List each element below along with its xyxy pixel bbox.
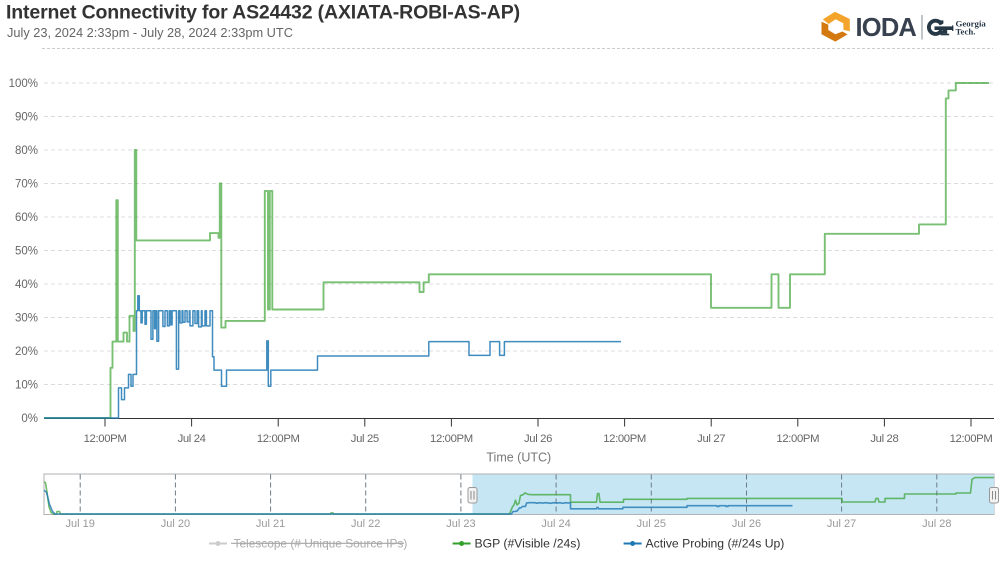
svg-text:Jul 25: Jul 25: [351, 433, 379, 445]
svg-text:20%: 20%: [15, 346, 38, 358]
svg-text:50%: 50%: [15, 246, 38, 258]
svg-text:Jul 24: Jul 24: [178, 433, 206, 445]
svg-text:12:00PM: 12:00PM: [950, 433, 993, 445]
svg-text:Jul 20: Jul 20: [161, 518, 190, 530]
svg-text:Jul 26: Jul 26: [524, 433, 552, 445]
svg-text:Jul 22: Jul 22: [351, 518, 380, 530]
svg-text:Tech.: Tech.: [956, 27, 976, 37]
svg-text:Jul 25: Jul 25: [637, 518, 666, 530]
svg-text:12:00PM: 12:00PM: [84, 433, 127, 445]
svg-text:100%: 100%: [9, 78, 38, 90]
svg-text:Active Probing (#/24s Up): Active Probing (#/24s Up): [646, 537, 785, 551]
svg-text:IODA: IODA: [856, 14, 917, 42]
svg-text:0%: 0%: [21, 413, 38, 425]
svg-text:Jul 21: Jul 21: [256, 518, 285, 530]
svg-text:30%: 30%: [15, 313, 38, 325]
svg-text:July 23, 2024 2:33pm - July 28: July 23, 2024 2:33pm - July 28, 2024 2:3…: [7, 25, 293, 40]
svg-text:Jul 28: Jul 28: [870, 433, 898, 445]
svg-text:Jul 27: Jul 27: [697, 433, 725, 445]
svg-text:BGP (#Visible /24s): BGP (#Visible /24s): [475, 537, 581, 551]
svg-text:90%: 90%: [15, 112, 38, 124]
svg-text:12:00PM: 12:00PM: [430, 433, 473, 445]
svg-text:60%: 60%: [15, 212, 38, 224]
svg-text:Time (UTC): Time (UTC): [486, 451, 551, 465]
svg-text:70%: 70%: [15, 179, 38, 191]
svg-text:Internet Connectivity for AS24: Internet Connectivity for AS24432 (AXIAT…: [6, 1, 520, 23]
svg-text:40%: 40%: [15, 279, 38, 291]
svg-text:Jul 24: Jul 24: [541, 518, 570, 530]
svg-text:12:00PM: 12:00PM: [603, 433, 646, 445]
svg-text:Jul 19: Jul 19: [66, 518, 95, 530]
svg-text:Georgia: Georgia: [956, 18, 987, 28]
svg-text:Jul 23: Jul 23: [446, 518, 475, 530]
svg-text:Jul 27: Jul 27: [827, 518, 856, 530]
svg-text:Jul 28: Jul 28: [922, 518, 951, 530]
svg-text:12:00PM: 12:00PM: [776, 433, 819, 445]
svg-text:Jul 26: Jul 26: [732, 518, 761, 530]
svg-text:12:00PM: 12:00PM: [257, 433, 300, 445]
svg-text:80%: 80%: [15, 145, 38, 157]
svg-text:10%: 10%: [15, 380, 38, 392]
